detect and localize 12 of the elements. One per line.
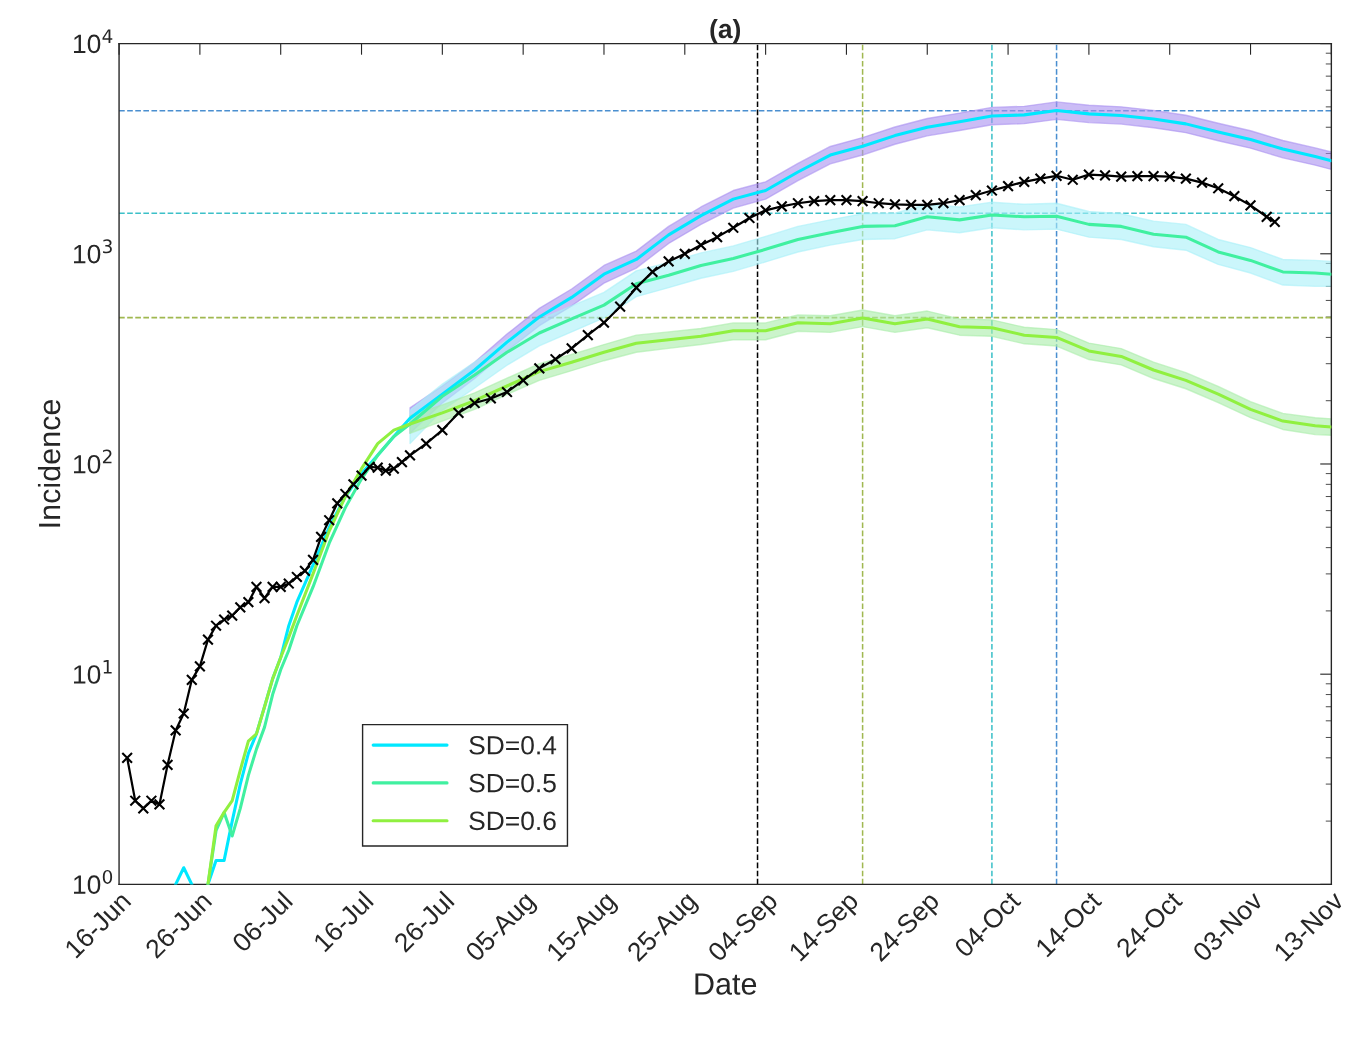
y-tick-label: 10$^{1}$ [73, 659, 112, 684]
y-tick-label: 10$^{4}$ [73, 29, 113, 54]
y-axis-title: Incidence [37, 399, 61, 527]
line-series [206, 316, 1332, 885]
x-axis-title: Date [695, 973, 757, 995]
y-tick-label: 10$^{2}$ [73, 449, 112, 474]
y-tick-label: 10$^{3}$ [73, 239, 112, 264]
legend-label: SD=0.4 [469, 735, 557, 755]
chart-title: (a) [710, 18, 741, 44]
y-tick-label: 10$^{0}$ [73, 869, 113, 894]
legend-label: SD=0.5 [469, 773, 556, 793]
legend-label: SD=0.6 [469, 811, 556, 831]
